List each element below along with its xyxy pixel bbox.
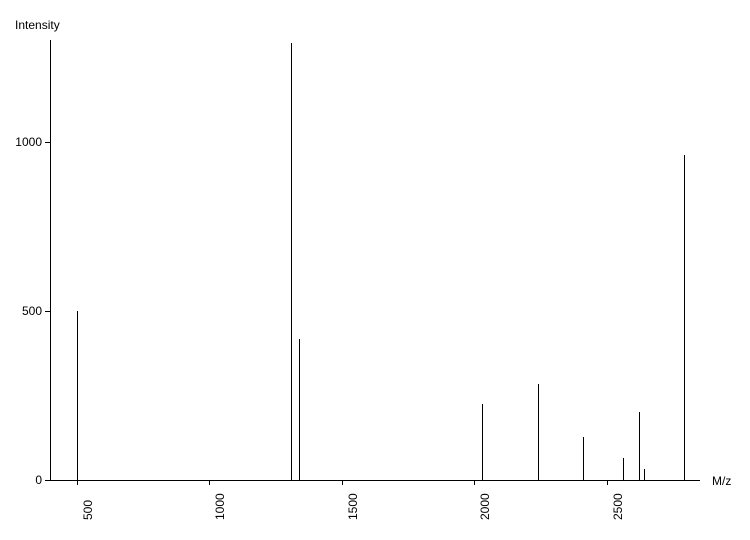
spectrum-peak [639,412,640,480]
x-tick-label: 2000 [478,493,492,520]
spectrum-peak [644,469,645,480]
x-tick-label: 1500 [346,493,360,520]
spectrum-peak [77,311,78,480]
x-tick-label: 1000 [213,493,227,520]
y-axis-line [50,40,51,480]
x-tick-label: 500 [81,500,95,520]
y-tick-label: 1000 [2,135,42,149]
x-axis-title: M/z [712,474,731,488]
x-tick [209,480,210,485]
spectrum-peak [299,339,300,480]
spectrum-peak [583,437,584,480]
y-tick [45,142,50,143]
spectrum-peak [623,458,624,480]
mass-spectrum-chart: Intensity M/z 0 500 1000 500 1000 1500 2000 250… [0,0,750,540]
spectrum-peak [291,43,292,480]
spectrum-peak [538,384,539,480]
x-tick [77,480,78,485]
y-tick-label: 500 [2,304,42,318]
x-tick [607,480,608,485]
y-tick [45,311,50,312]
spectrum-peak [482,404,483,480]
spectrum-peak [684,155,685,480]
x-tick [474,480,475,485]
x-axis-line [50,480,700,481]
y-tick [45,480,50,481]
y-tick-label: 0 [2,473,42,487]
y-axis-title: Intensity [15,18,60,32]
x-tick [342,480,343,485]
x-tick-label: 2500 [611,493,625,520]
